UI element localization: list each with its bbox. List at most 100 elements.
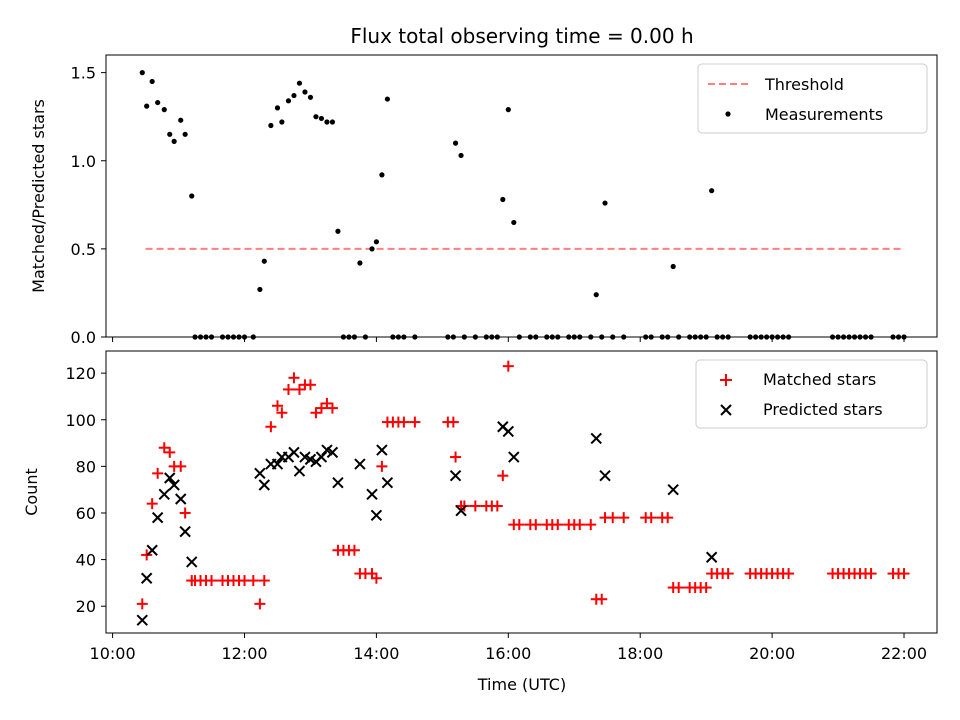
matched-stars-point — [409, 416, 421, 428]
predicted-stars-point — [146, 544, 158, 556]
predicted-stars-point — [315, 451, 328, 463]
measurement-point — [257, 286, 263, 293]
matched-stars-point — [491, 500, 503, 512]
measurement-point — [274, 105, 281, 111]
bottom-y-tick-label: 80 — [76, 457, 96, 476]
measurement-point — [593, 292, 599, 298]
predicted-stars-point — [705, 551, 718, 563]
predicted-stars-point — [254, 467, 266, 480]
matched-stars-point — [673, 582, 685, 594]
x-tick-label: 18:00 — [617, 644, 663, 663]
matched-stars-point — [265, 421, 277, 433]
matched-stars-point — [179, 507, 191, 519]
predicted-stars-point — [258, 479, 270, 491]
matched-stars-point — [530, 519, 542, 531]
matched-stars-legend-marker — [720, 374, 732, 386]
matched-stars-point — [450, 451, 462, 463]
x-tick-label: 10:00 — [90, 644, 136, 663]
measurement-point — [268, 122, 274, 129]
predicted-stars-point — [366, 488, 378, 501]
matched-stars-point — [552, 519, 564, 531]
matched-stars-point — [282, 383, 294, 395]
matched-stars-point — [271, 400, 283, 412]
top-plot-frame — [105, 54, 938, 338]
measurement-point — [171, 138, 177, 144]
measurement-point — [296, 80, 303, 86]
matched-stars-point — [865, 568, 877, 580]
measurement-point — [161, 107, 167, 113]
matched-stars-point — [607, 512, 619, 524]
x-tick-label: 22:00 — [881, 644, 927, 663]
predicted-stars-point — [354, 458, 366, 470]
measurement-point — [709, 188, 715, 194]
measurement-point — [291, 92, 297, 99]
counts-series — [136, 360, 910, 626]
top-legend-box — [697, 63, 928, 134]
matched-stars-point — [398, 416, 410, 428]
top-y-tick-label: 0.0 — [71, 328, 96, 347]
matched-stars-point — [469, 500, 481, 512]
bottom-axes: 10:00 12:00 14:00 16:00 18:00 20:00 22:00 20 40 6… — [65, 364, 927, 663]
measurement-point — [324, 119, 330, 125]
matched-stars-point — [175, 460, 187, 472]
measurement-point — [313, 114, 319, 120]
predicted-stars-point — [158, 488, 170, 501]
predicted-stars-point — [599, 469, 611, 482]
matched-stars-point — [645, 512, 657, 524]
bottom-y-tick-label: 120 — [65, 364, 96, 383]
matched-stars-point — [898, 568, 910, 580]
matched-stars-point — [136, 598, 148, 610]
bottom-y-tick-label: 20 — [76, 597, 96, 616]
predicted-stars-point — [590, 432, 602, 445]
measurement-point — [144, 103, 150, 109]
matched-stars-point — [254, 598, 266, 610]
matched-stars-legend-label: Matched stars — [763, 370, 876, 389]
measurement-point — [379, 172, 385, 178]
matched-stars-point — [326, 402, 338, 414]
bottom-plot-frame — [105, 350, 938, 634]
measurement-point — [500, 196, 506, 203]
predicted-stars-point — [376, 444, 388, 456]
predicted-stars-point — [502, 425, 515, 438]
measurement-point — [279, 119, 285, 125]
predicted-stars-point — [179, 525, 191, 538]
bottom-y-tick-label: 100 — [65, 411, 96, 430]
x-axis-label: Time (UTC) — [477, 675, 566, 694]
matched-stars-point — [370, 572, 382, 584]
measurement-point — [369, 246, 375, 252]
matched-stars-point — [447, 416, 459, 428]
measurements-legend-marker — [725, 111, 731, 117]
measurement-point — [373, 239, 380, 245]
measurement-point — [458, 152, 464, 159]
predicted-stars-point — [455, 504, 467, 517]
measurement-point — [178, 117, 184, 123]
x-tick-label: 12:00 — [221, 644, 267, 663]
matched-stars-point — [247, 575, 259, 587]
measurement-point — [335, 228, 341, 234]
matched-stars-point — [164, 446, 176, 458]
matched-stars-point — [783, 568, 795, 580]
predicted-stars-point — [186, 556, 198, 568]
matched-stars-point — [662, 512, 674, 524]
predicted-stars-point — [667, 483, 679, 496]
top-y-tick-label: 1.5 — [71, 64, 96, 83]
matched-stars-point — [585, 519, 597, 531]
top-y-axis-label: Matched/Predicted stars — [29, 99, 48, 293]
matched-stars-point — [722, 568, 734, 580]
threshold-legend-label: Threshold — [764, 75, 844, 94]
measurement-point — [329, 119, 336, 125]
matched-stars-point — [376, 460, 388, 472]
matched-stars-point — [502, 360, 514, 372]
measurement-point — [302, 89, 308, 95]
chart-title: Flux total observing time = 0.00 h — [350, 24, 693, 48]
matched-stars-point — [146, 498, 158, 510]
matched-stars-point — [276, 407, 288, 419]
predicted-stars-point — [293, 465, 306, 477]
top-legend: Threshold Measurements — [697, 63, 928, 134]
measurement-point — [602, 200, 608, 206]
predicted-stars-legend-label: Predicted stars — [763, 400, 883, 419]
measurement-point — [139, 70, 145, 76]
predicted-stars-point — [140, 572, 153, 584]
measurement-point — [167, 131, 173, 137]
